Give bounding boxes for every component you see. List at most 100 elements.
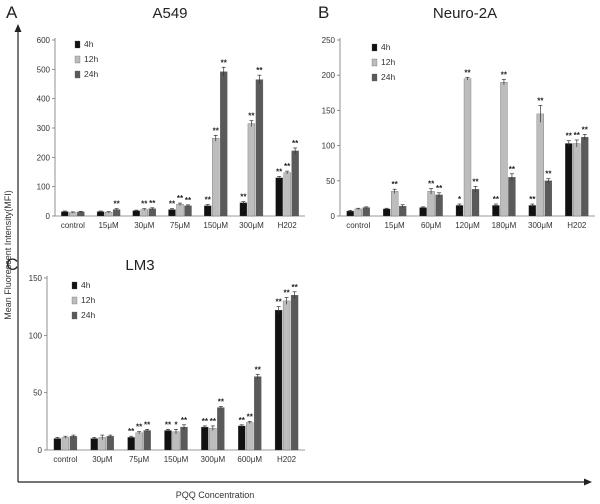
bar-12h [135,432,143,451]
legend-label-12h: 12h [84,54,98,64]
legend-swatch-4h [71,281,78,290]
significance-mark: * [458,195,462,204]
bar-24h [290,295,299,451]
x-tick-label: 300μM [528,221,553,230]
significance-mark: * [174,420,178,429]
significance-mark: ** [128,427,135,436]
legend-label-12h: 12h [381,57,395,67]
y-tick-label: 100 [322,142,336,151]
legend-swatch-24h [71,311,78,320]
significance-mark: ** [392,180,399,189]
legend-swatch-12h [371,58,378,67]
significance-mark: ** [509,165,516,174]
bar-24h [508,177,516,217]
y-tick-label: 400 [37,95,51,104]
significance-mark: ** [545,170,552,179]
legend-swatch-4h [74,40,81,49]
significance-mark: ** [275,298,282,307]
x-tick-label: H202 [277,455,297,464]
bar-4h [90,438,98,451]
significance-mark: ** [221,58,228,67]
significance-mark: ** [177,194,184,203]
bar-12h [246,422,254,451]
significance-mark: ** [255,365,262,374]
x-tick-label: 180μM [492,221,517,230]
bar-24h [217,407,225,451]
bar-4h [455,205,464,217]
bar-4h [274,309,283,451]
bar-4h [492,205,500,217]
y-tick-label: 150 [29,274,43,283]
legend-label-24h: 24h [381,72,395,82]
panel-letter-b: B [318,3,329,22]
y-tick-label: 200 [322,71,336,80]
bar-12h [61,437,70,451]
x-axis-title: PQQ Concentration [176,490,255,500]
chart-title-a549: A549 [152,5,187,22]
bar-24h [544,180,553,217]
legend-label-4h: 4h [84,39,94,49]
significance-mark: ** [291,283,298,292]
significance-mark: ** [276,167,283,176]
bar-24h [69,436,78,451]
significance-mark: ** [141,200,148,209]
bar-12h [212,138,220,217]
x-tick-label: 300μM [201,455,226,464]
legend-label-24h: 24h [84,69,98,79]
x-tick-label: 15μM [98,221,119,230]
y-tick-label: 100 [37,183,51,192]
y-tick-label: 150 [322,106,336,115]
significance-mark: ** [202,417,209,426]
y-tick-label: 0 [38,446,43,455]
legend-swatch-24h [74,70,81,79]
y-tick-label: 50 [33,389,42,398]
bar-12h [500,82,508,217]
bar-24h [180,426,188,451]
x-tick-label: 300μM [239,221,264,230]
bar-12h [140,209,148,217]
x-tick-label: 600μM [237,455,262,464]
x-tick-label: control [61,221,85,230]
y-tick-label: 0 [46,212,51,221]
global-x-arrow-icon [584,478,592,486]
significance-mark: ** [284,162,291,171]
bar-12h [176,204,184,217]
panel-letter-c: C [6,255,18,274]
bar-24h [581,137,589,217]
x-tick-label: 150μM [164,455,189,464]
significance-mark: ** [239,416,246,425]
panel-letter-a: A [6,3,18,22]
bar-4h [528,205,537,217]
bar-24h [255,79,264,217]
y-axis-title: Mean Fluorescent Intensity(MFI) [3,190,13,320]
significance-mark: ** [185,196,192,205]
bar-24h [220,71,228,217]
significance-mark: ** [218,397,225,406]
x-tick-label: H202 [278,221,298,230]
bar-24h [362,207,370,217]
bar-12h [463,78,472,217]
bar-12h [282,300,291,451]
bar-24h [112,209,121,217]
significance-mark: ** [181,416,188,425]
chart-title-lm3: LM3 [125,257,154,274]
bar-24h [291,150,299,217]
bar-24h [143,430,151,451]
significance-mark: ** [428,180,435,189]
legend-label-24h: 24h [81,310,95,320]
significance-mark: ** [205,196,212,205]
bar-24h [435,194,443,217]
bar-12h [573,143,581,217]
significance-mark: ** [149,199,156,208]
legend-swatch-12h [74,55,81,64]
x-tick-label: control [346,221,370,230]
x-tick-label: 30μM [134,221,155,230]
bar-4h [96,211,105,217]
y-tick-label: 0 [331,212,336,221]
significance-mark: ** [113,200,120,209]
bar-4h [127,437,135,451]
bar-4h [275,177,283,217]
significance-mark: ** [436,184,443,193]
